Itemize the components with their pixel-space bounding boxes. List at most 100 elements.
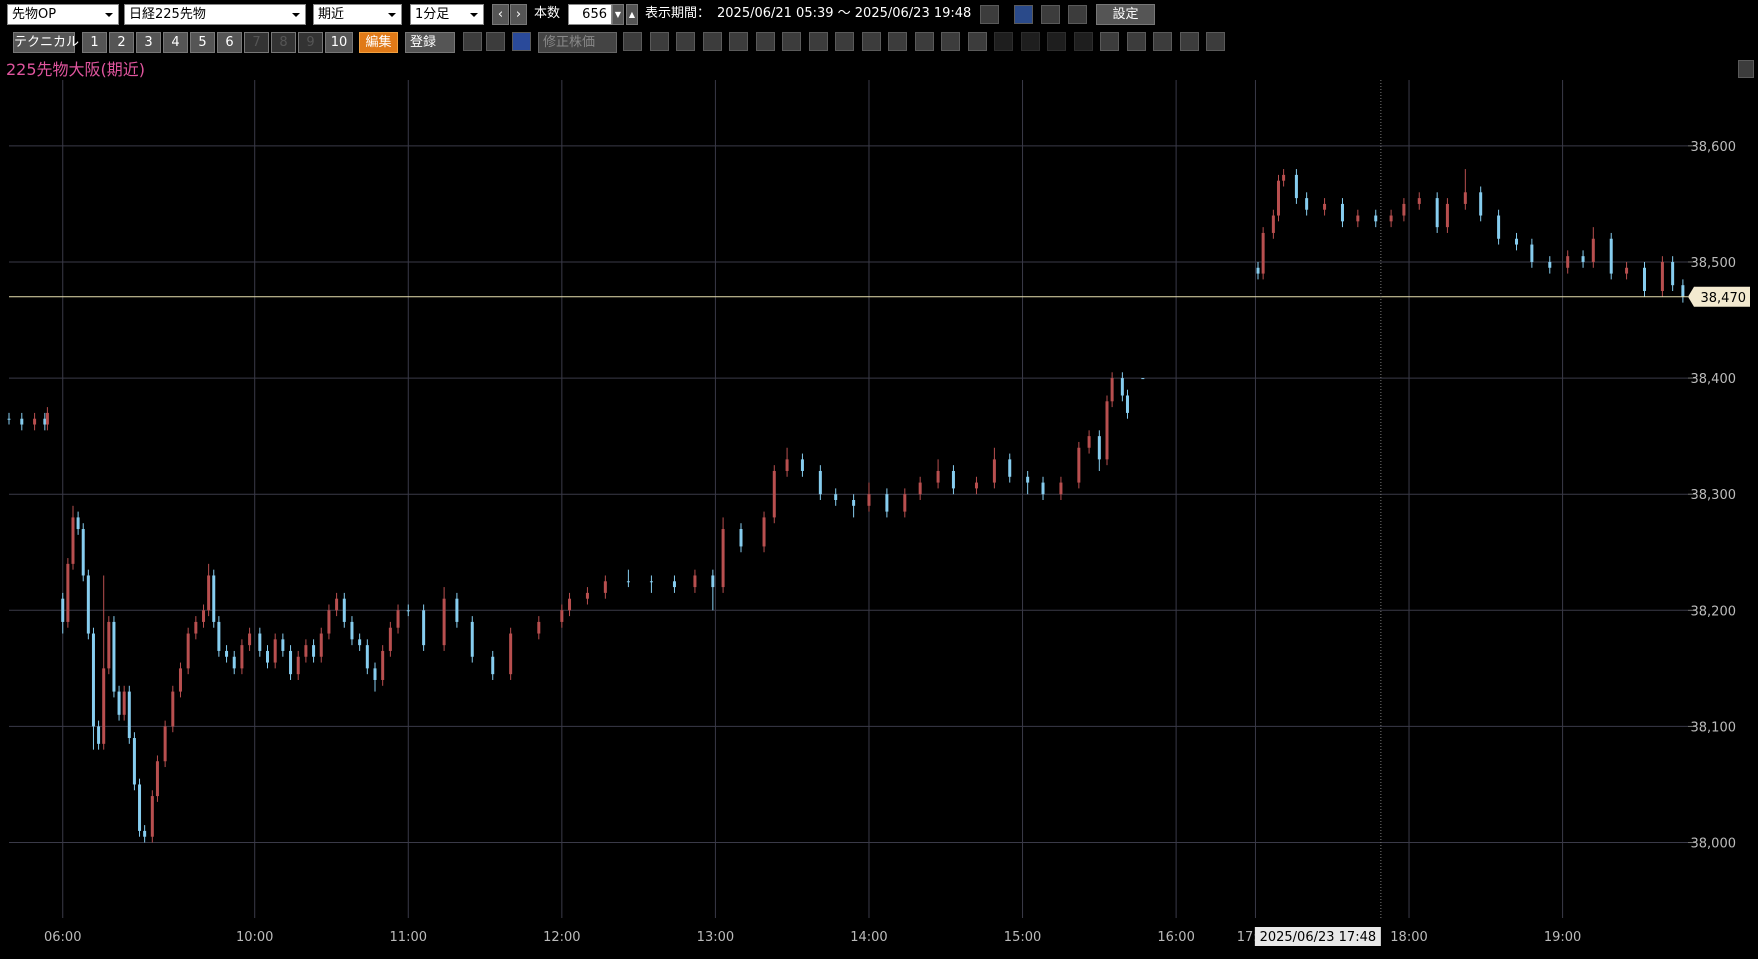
candle-body	[1671, 261, 1675, 286]
x-tick-label: 16:00	[1157, 930, 1194, 945]
candle-body	[171, 691, 175, 727]
period-range: 2025/06/21 05:39 ～ 2025/06/23 19:48	[717, 6, 972, 21]
drawing-tool-icon[interactable]	[702, 32, 722, 51]
candle-body	[1282, 174, 1286, 181]
symbol-select[interactable]: 日経225先物	[124, 4, 306, 25]
candle-body	[143, 830, 147, 837]
candle-body	[1323, 203, 1327, 210]
settings-button[interactable]: 設定	[1096, 4, 1155, 25]
x-tick-label: 19:00	[1544, 930, 1581, 945]
candle-body	[1271, 215, 1275, 233]
next-button[interactable]: ›	[510, 4, 527, 25]
indicator-button[interactable]: 5	[190, 32, 215, 53]
candle-body	[1515, 238, 1519, 245]
candle-body	[155, 761, 159, 797]
drawing-tool-icon[interactable]	[1126, 32, 1146, 51]
indicator-button[interactable]: 6	[217, 32, 242, 53]
drawing-tool-icon[interactable]	[782, 32, 801, 51]
candle-body	[885, 494, 889, 512]
indicator-button[interactable]: 3	[136, 32, 161, 53]
drawing-tool-icon[interactable]	[941, 32, 960, 51]
indicator-button[interactable]: 9	[298, 32, 323, 53]
interval-select[interactable]: 1分足	[410, 4, 484, 25]
drawing-tool-icon[interactable]	[835, 32, 854, 51]
candle-body	[1642, 267, 1646, 291]
drawing-tool-icon[interactable]	[755, 32, 775, 51]
adjusted-price-select[interactable]: 修正株価	[538, 32, 617, 53]
candle-body	[289, 650, 293, 675]
candle-body	[1356, 215, 1360, 222]
candle-body	[834, 494, 838, 500]
bar-count-up[interactable]: ▲	[626, 4, 638, 25]
indicator-button[interactable]: 7	[244, 32, 269, 53]
indicator-button[interactable]: 10	[325, 32, 353, 53]
drawing-tool-icon[interactable]	[1047, 32, 1066, 51]
candle-body	[1681, 285, 1685, 297]
candle-body	[422, 610, 426, 646]
candle-body	[20, 418, 24, 425]
drawing-tool-icon[interactable]	[1073, 32, 1093, 51]
candle-body	[45, 412, 49, 425]
export-icon[interactable]	[1068, 5, 1087, 24]
drawing-tool-icon[interactable]	[1100, 32, 1119, 51]
indicator-button[interactable]: 1	[82, 32, 107, 53]
candle-body	[266, 650, 270, 663]
last-price-label: 38,470	[1701, 291, 1747, 306]
crosshair-label-bg	[1254, 927, 1381, 946]
drawing-tool-icon[interactable]	[861, 32, 881, 51]
indicator-button[interactable]: 8	[271, 32, 296, 53]
candle-body	[342, 598, 346, 622]
print-icon[interactable]	[1041, 5, 1060, 24]
candle-body	[396, 610, 400, 628]
indicator-button[interactable]: 4	[163, 32, 188, 53]
candle-body	[86, 575, 90, 634]
edit-button[interactable]: 編集	[359, 32, 398, 53]
candle-body	[132, 738, 136, 785]
bar-count-dropdown[interactable]: ▼	[612, 4, 624, 25]
candle-body	[381, 650, 385, 680]
prev-button[interactable]: ‹	[492, 4, 509, 25]
refresh-icon[interactable]	[980, 5, 999, 24]
chart-title: 225先物大阪(期近)	[6, 60, 146, 79]
zoom-out-icon[interactable]	[486, 32, 505, 51]
drawing-tool-icon[interactable]	[729, 32, 748, 51]
x-tick-label: 18:00	[1390, 930, 1427, 945]
zoom-in-icon[interactable]	[463, 32, 482, 51]
drawing-tool-icon[interactable]	[1153, 32, 1172, 51]
chart-mode-icon[interactable]	[1014, 5, 1033, 24]
contract-select[interactable]: 期近	[313, 4, 402, 25]
candle-body	[217, 621, 221, 651]
candle-body	[350, 621, 354, 640]
candle-body	[163, 726, 167, 762]
candle-body	[1463, 192, 1467, 204]
register-button[interactable]: 登録	[405, 32, 455, 53]
indicator-button[interactable]: 2	[109, 32, 134, 53]
drawing-tool-icon[interactable]	[967, 32, 987, 51]
candle-body	[1261, 232, 1265, 274]
candle-body	[1548, 261, 1552, 268]
candle-body	[1660, 261, 1664, 291]
crosshair-icon[interactable]	[512, 32, 531, 51]
panel-toggle[interactable]	[1738, 60, 1754, 78]
product-select[interactable]: 先物OP	[7, 4, 119, 25]
bar-count-input[interactable]: 656	[568, 4, 612, 25]
drawing-tool-icon[interactable]	[1179, 32, 1199, 51]
drawing-tool-icon[interactable]	[914, 32, 934, 51]
technical-button[interactable]: テクニカル	[13, 32, 79, 53]
candle-body	[762, 517, 766, 547]
drawing-tool-icon[interactable]	[649, 32, 669, 51]
candle-body	[194, 621, 198, 634]
candle-body	[1581, 256, 1585, 262]
candle-body	[1625, 267, 1629, 274]
candle-body	[537, 621, 541, 634]
candle-body	[122, 691, 126, 715]
drawing-tool-icon[interactable]	[1206, 32, 1225, 51]
drawing-tool-icon[interactable]	[808, 32, 828, 51]
drawing-tool-icon[interactable]	[888, 32, 907, 51]
drawing-tool-icon[interactable]	[1020, 32, 1040, 51]
drawing-tool-icon[interactable]	[994, 32, 1013, 51]
candle-body	[66, 563, 70, 622]
drawing-tool-icon[interactable]	[623, 32, 642, 51]
drawing-tool-icon[interactable]	[676, 32, 695, 51]
